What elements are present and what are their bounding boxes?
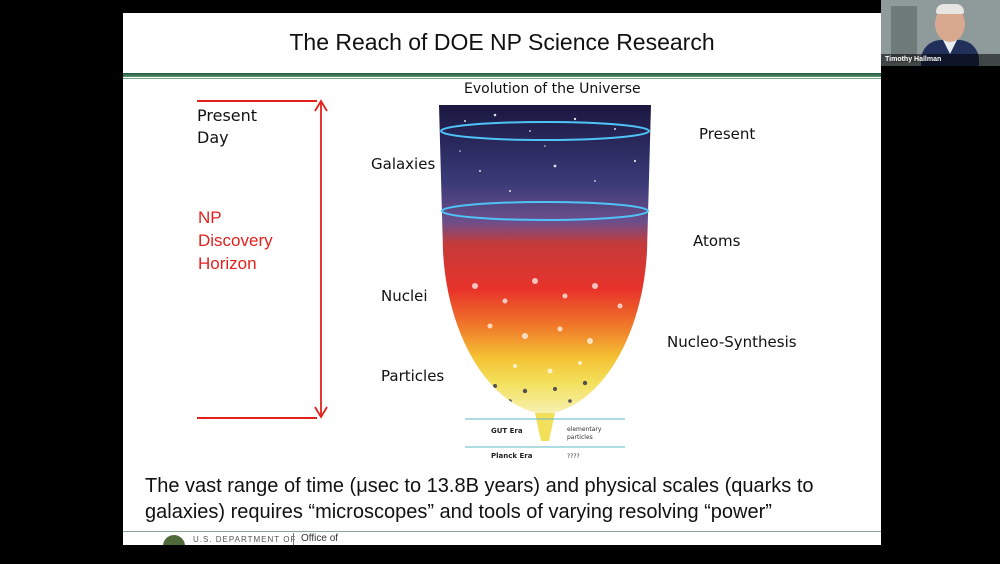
horizon-line-3: Horizon [198, 254, 257, 273]
participant-hair [936, 4, 964, 14]
participant-name: Timothy Hallman [881, 54, 1000, 66]
horizon-bottom-line [197, 417, 317, 419]
universe-evolution-cone: GUT Era elementary particles Planck Era … [439, 105, 651, 460]
atoms-label: Atoms [693, 232, 741, 250]
cone-title: Evolution of the Universe [464, 81, 641, 97]
footer-separator [293, 533, 294, 545]
nucleo-synthesis-label: Nucleo-Synthesis [667, 333, 797, 351]
footer-department: U.S. DEPARTMENT OF [193, 535, 297, 544]
participant-video-tile[interactable]: Timothy Hallman [881, 0, 1000, 66]
horizon-top-line [197, 100, 317, 102]
presentation-slide: The Reach of DOE NP Science Research Pre… [123, 13, 881, 545]
footer-office: Office of [301, 533, 339, 544]
present-day-label: Present Day [197, 105, 257, 149]
nuclei-label: Nuclei [381, 287, 428, 305]
footer-rule [123, 531, 881, 532]
unknown-label: ???? [567, 453, 580, 460]
slide-footer [123, 531, 881, 545]
double-arrow-icon [314, 99, 328, 419]
title-divider [123, 73, 881, 77]
present-day-line-2: Day [197, 128, 229, 147]
galaxies-label: Galaxies [371, 155, 436, 173]
doe-seal-icon [163, 535, 185, 545]
title-divider-thin [123, 78, 881, 79]
present-day-line-1: Present [197, 106, 258, 125]
horizon-line-2: Discovery [198, 231, 273, 250]
video-background [891, 6, 917, 62]
horizon-line-1: NP [198, 208, 222, 227]
slide-caption: The vast range of time (μsec to 13.8B ye… [145, 475, 814, 523]
discovery-horizon-label: NP Discovery Horizon [198, 206, 273, 275]
elementary-label: elementary [567, 426, 602, 433]
slide-title: The Reach of DOE NP Science Research [289, 29, 715, 55]
planck-era-label: Planck Era [491, 452, 533, 460]
present-label: Present [699, 125, 756, 143]
particles-small-label: particles [567, 434, 593, 441]
gut-era-label: GUT Era [491, 427, 523, 435]
particles-label: Particles [381, 367, 445, 385]
